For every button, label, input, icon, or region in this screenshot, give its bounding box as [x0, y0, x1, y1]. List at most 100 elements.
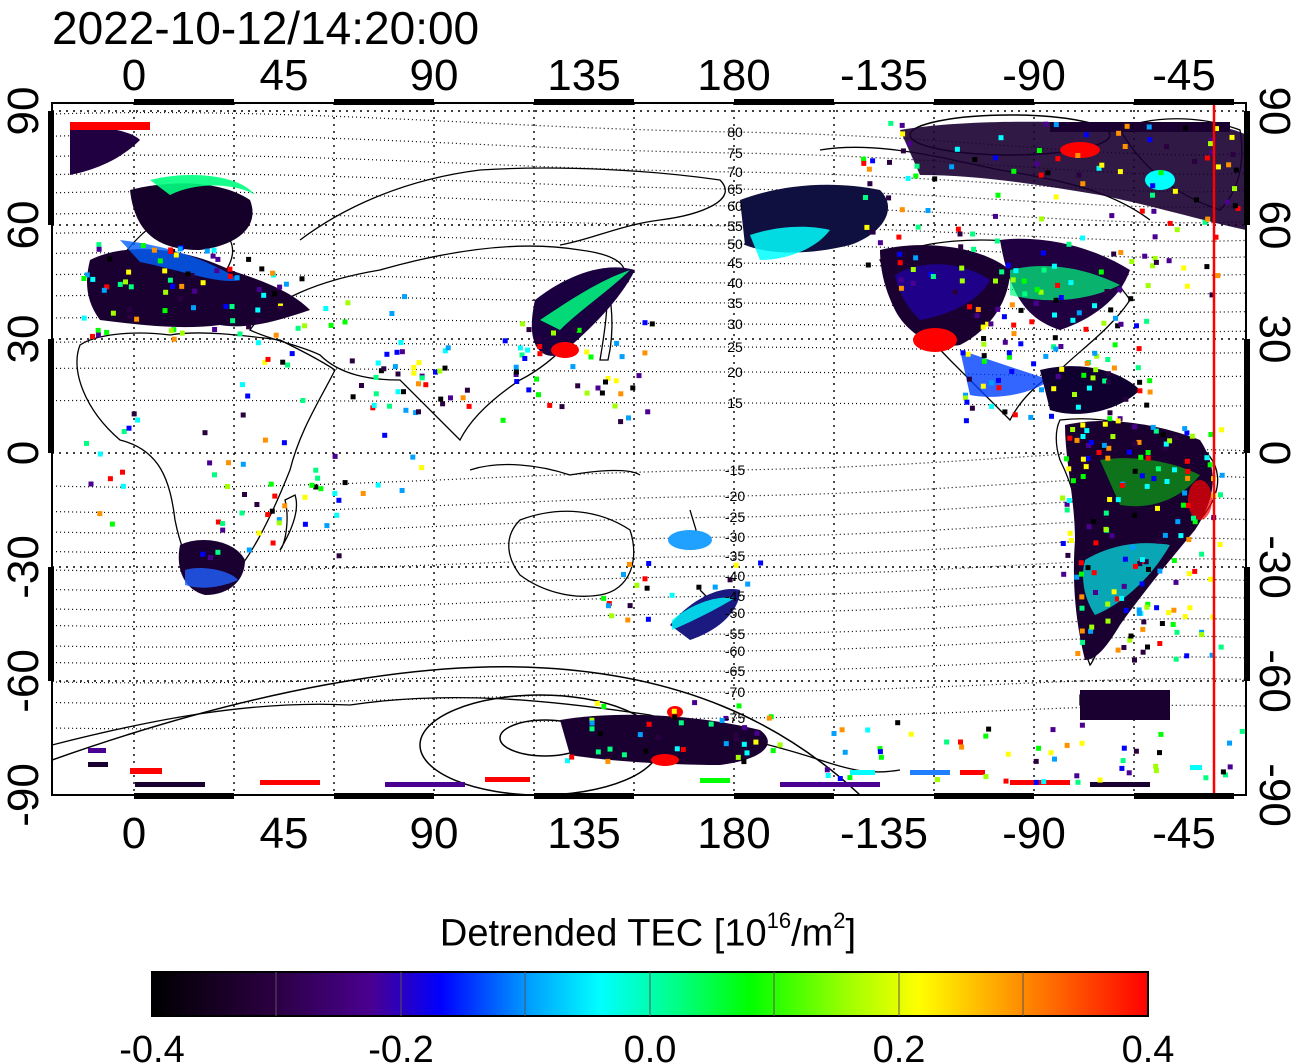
tec-point — [84, 272, 90, 278]
tec-point — [179, 330, 185, 336]
mag-lat-label: -45 — [725, 588, 745, 604]
mag-contour-line — [52, 231, 1246, 259]
tec-point — [1144, 402, 1150, 408]
tec-point — [669, 592, 675, 598]
tec-point — [1132, 424, 1138, 430]
tec-point — [1022, 291, 1028, 297]
tec-point — [994, 238, 1000, 244]
tec-point — [1136, 439, 1142, 445]
tec-point — [1096, 165, 1102, 171]
tec-point — [1215, 273, 1221, 279]
tec-point — [223, 303, 229, 309]
tec-point — [621, 752, 627, 758]
tec-point — [1182, 426, 1188, 432]
tec-point — [97, 451, 103, 457]
tec-point — [1080, 639, 1085, 645]
tec-point — [1157, 750, 1162, 756]
tec-point — [741, 759, 747, 765]
tec-point — [958, 244, 964, 250]
tec-point — [242, 492, 247, 497]
tec-point — [1049, 413, 1054, 419]
tec-point — [1079, 594, 1085, 600]
tec-point — [672, 714, 678, 720]
tec-point — [1182, 125, 1188, 131]
tec-point — [398, 340, 404, 345]
tec-point — [1119, 482, 1125, 488]
tec-point — [1085, 565, 1091, 571]
tec-point — [1153, 259, 1159, 265]
tec-point — [645, 409, 651, 415]
tec-point — [995, 192, 1001, 198]
top-lon-label: 45 — [260, 51, 309, 100]
tec-point — [1157, 568, 1163, 574]
tec-point — [157, 258, 163, 264]
tec-point — [1055, 282, 1061, 288]
tec-point — [618, 391, 624, 397]
tec-point — [1053, 297, 1059, 303]
tec-point — [117, 281, 123, 287]
tec-point — [1064, 507, 1070, 513]
tec-point — [295, 325, 301, 331]
tec-point — [1199, 632, 1205, 638]
tec-point — [399, 349, 405, 355]
top-longitude-labels: 0 45 90 135 180 -135 -90 -45 — [122, 51, 1216, 100]
tec-point — [1018, 341, 1024, 347]
tec-point — [1128, 633, 1134, 639]
tec-point — [1109, 533, 1115, 539]
left-lat-label: -60 — [0, 649, 48, 713]
tec-point — [212, 327, 218, 332]
tec-point — [959, 265, 965, 271]
tec-point — [1153, 428, 1159, 434]
tec-point — [1208, 141, 1213, 147]
tec-point — [1093, 540, 1099, 546]
tec-point — [256, 530, 262, 536]
mag-lat-label: -75 — [725, 710, 745, 726]
tec-point — [1064, 742, 1070, 748]
tec-point — [1209, 150, 1215, 156]
tec-point — [949, 164, 955, 170]
tec-point — [433, 369, 438, 375]
tec-point — [90, 276, 96, 282]
tec-point — [630, 385, 636, 391]
tec-point — [1093, 590, 1098, 595]
tec-point — [887, 159, 892, 165]
mag-contour-line — [52, 134, 1246, 175]
tec-point — [621, 572, 626, 577]
left-lat-label: 0 — [0, 441, 48, 465]
tec-point — [1089, 624, 1095, 630]
left-lat-label: 60 — [0, 201, 48, 250]
tec-point — [1105, 357, 1111, 362]
tec-point — [897, 251, 903, 257]
tec-point — [995, 306, 1001, 312]
tec-point — [276, 517, 282, 523]
tec-point — [1053, 122, 1059, 128]
tec-point — [1052, 312, 1057, 318]
tec-point — [1218, 644, 1224, 650]
tec-point — [601, 704, 607, 709]
tec-point — [1139, 557, 1145, 563]
tec-point — [1185, 503, 1191, 508]
tec-point — [88, 481, 94, 487]
mag-contour-line — [52, 704, 1246, 730]
tec-point — [1145, 283, 1151, 289]
tec-point — [246, 547, 252, 553]
tec-point — [1232, 186, 1237, 192]
tec-point — [897, 260, 903, 266]
tec-point — [627, 561, 632, 567]
tec-point — [1084, 428, 1090, 434]
tec-point — [1006, 350, 1012, 356]
tec-point — [1079, 740, 1085, 746]
tec-point — [265, 512, 271, 518]
tec-point — [1011, 322, 1017, 328]
mag-lat-label: -15 — [725, 462, 745, 478]
tec-point — [1041, 779, 1047, 785]
tec-point — [1099, 162, 1105, 168]
tec-point — [1124, 123, 1130, 129]
tec-point — [1215, 164, 1221, 170]
tec-point — [1079, 571, 1084, 577]
tec-point — [215, 256, 221, 262]
tec-point — [625, 617, 631, 623]
tec-point — [1239, 728, 1245, 734]
tec-point — [993, 155, 999, 161]
tec-point — [1227, 764, 1233, 770]
